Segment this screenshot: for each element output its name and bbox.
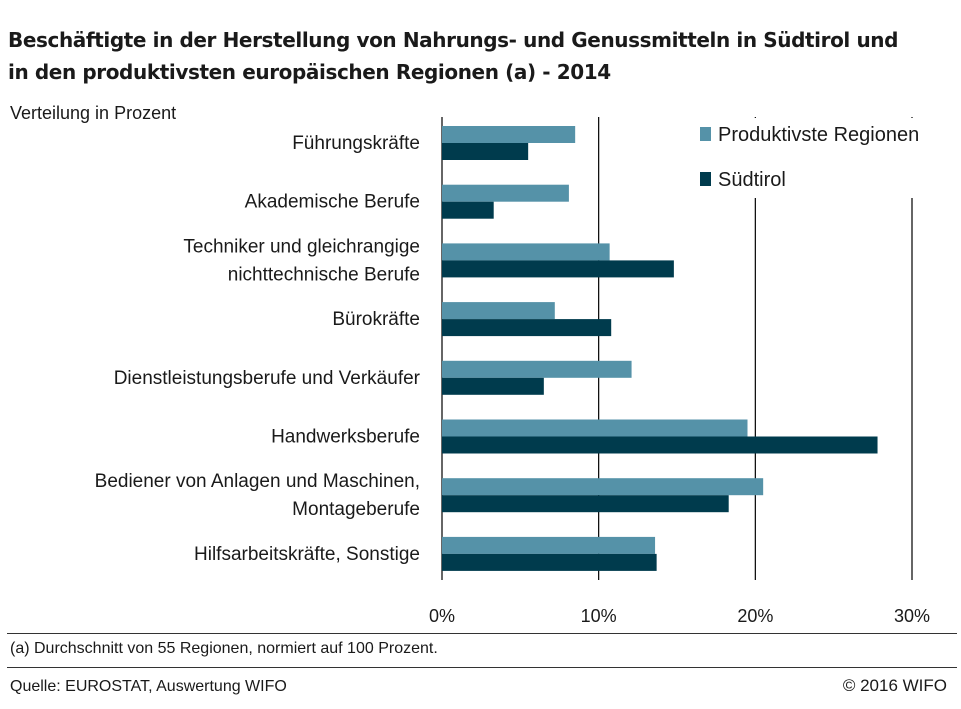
bar-suedtirol	[442, 143, 529, 160]
legend-swatch	[700, 127, 711, 141]
bars	[442, 126, 878, 571]
bar-suedtirol	[442, 377, 544, 395]
category-label: nichttechnische Berufe	[228, 264, 420, 285]
chart-title: Beschäftigte in der Herstellung von Nahr…	[8, 24, 953, 88]
bar-suedtirol	[442, 553, 657, 571]
x-tick-label: 20%	[737, 606, 773, 626]
x-tick-label: 30%	[894, 606, 930, 626]
chart-subtitle: Verteilung in Prozent	[10, 103, 177, 123]
legend-label: Produktivste Regionen	[718, 124, 919, 146]
bar-suedtirol	[442, 436, 878, 454]
copyright: © 2016 WIFO	[842, 676, 947, 695]
bar-produktivste-regionen	[442, 536, 656, 554]
legend: Produktivste Regionen Südtirol	[688, 118, 950, 198]
chart-title-line-1: Beschäftigte in der Herstellung von Nahr…	[8, 28, 899, 52]
legend-swatch	[700, 172, 711, 186]
category-label: Führungskräfte	[292, 133, 420, 154]
bar-produktivste-regionen	[442, 243, 610, 261]
category-label: Techniker und gleichrangige	[183, 236, 420, 257]
x-tick-label: 10%	[581, 606, 617, 626]
category-label: Dienstleistungsberufe und Verkäufer	[114, 368, 421, 389]
footnote: (a) Durchschnitt von 55 Regionen, normie…	[10, 640, 438, 657]
bar-produktivste-regionen	[442, 419, 748, 437]
bar-suedtirol	[442, 319, 612, 337]
category-labels: Führungskräfte Akademische Berufe Technike…	[95, 133, 421, 565]
bar-suedtirol	[442, 495, 729, 513]
x-tick-label: 0%	[429, 606, 455, 626]
bar-chart: Führungskräfte Akademische Berufe Technike…	[94, 117, 950, 626]
category-label: Akademische Berufe	[245, 192, 420, 213]
footer-divider-top	[7, 633, 957, 634]
legend-background	[688, 118, 950, 198]
category-label: Handwerksberufe	[271, 427, 420, 448]
bar-produktivste-regionen	[442, 184, 569, 202]
bar-suedtirol	[442, 201, 494, 219]
footer-divider-bottom	[7, 667, 957, 668]
category-label: Bürokräfte	[332, 309, 420, 330]
bar-produktivste-regionen	[442, 302, 555, 320]
bar-produktivste-regionen	[442, 478, 764, 496]
bar-produktivste-regionen	[442, 126, 576, 143]
chart-title-line-2: in den produktivsten europäischen Region…	[8, 60, 611, 84]
x-tick-labels: 0% 10% 20% 30%	[429, 606, 930, 626]
category-label: Hilfsarbeitskräfte, Sonstige	[194, 544, 420, 565]
category-label: Montageberufe	[292, 499, 420, 520]
bar-suedtirol	[442, 260, 674, 278]
legend-label: Südtirol	[718, 169, 786, 191]
category-label: Bediener von Anlagen und Maschinen,	[95, 471, 420, 492]
bar-produktivste-regionen	[442, 360, 632, 378]
source-note: Quelle: EUROSTAT, Auswertung WIFO	[10, 678, 287, 695]
